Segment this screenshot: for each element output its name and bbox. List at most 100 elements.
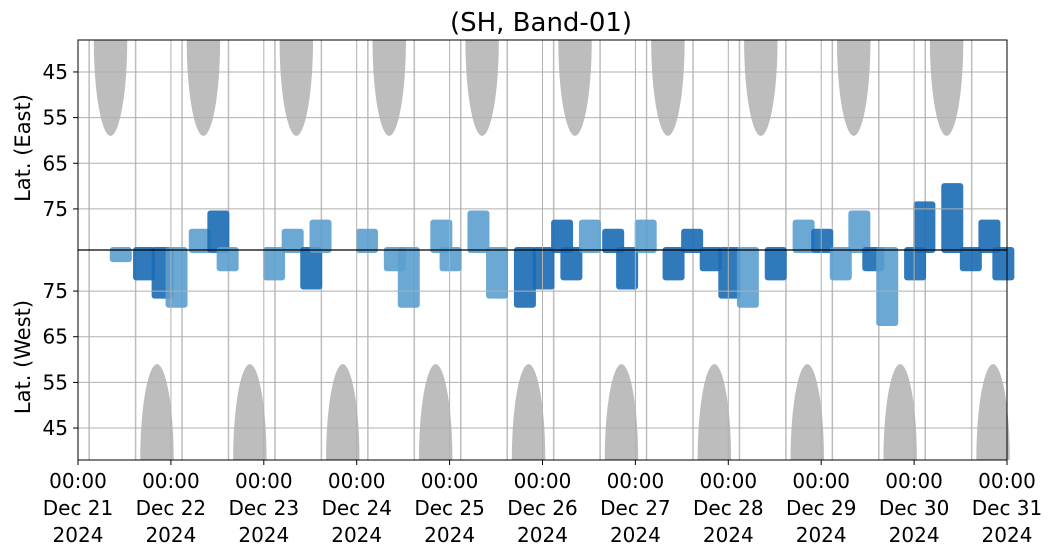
detection-cell — [513, 247, 536, 308]
y-tick-label-west: 45 — [43, 416, 68, 440]
x-tick-date: Dec 23 — [229, 496, 300, 520]
x-tick-time: 00:00 — [49, 469, 107, 493]
x-tick-date: Dec 31 — [972, 496, 1043, 520]
detection-cell — [829, 247, 852, 281]
mask-west-3 — [418, 364, 453, 460]
x-axis: 00:00 Dec 21 2024 00:00 Dec 22 2024 00:00 Dec 2… — [43, 460, 1043, 547]
x-tick-time: 00:00 — [699, 469, 757, 493]
mask-west-5 — [604, 364, 639, 460]
detection-cell — [978, 219, 1001, 253]
x-tick-year: 2024 — [610, 523, 661, 547]
mask-west-1 — [233, 364, 267, 460]
x-tick-time: 00:00 — [142, 469, 200, 493]
x-tick-date: Dec 28 — [693, 496, 764, 520]
x-tick-time: 00:00 — [978, 469, 1036, 493]
detection-cell — [913, 201, 936, 253]
detection-cell — [634, 219, 657, 253]
detection-cell — [662, 247, 685, 281]
detection-cell — [216, 247, 239, 272]
x-tick-year: 2024 — [703, 523, 754, 547]
x-tick-year: 2024 — [982, 523, 1033, 547]
mask-east-9 — [929, 40, 964, 136]
x-tick-time: 00:00 — [607, 469, 665, 493]
detection-cell — [602, 228, 625, 253]
mask-west-4 — [511, 364, 546, 460]
detection-cell — [811, 228, 834, 253]
x-tick-date: Dec 21 — [43, 496, 114, 520]
detection-cell — [430, 219, 453, 253]
y-tick-label-east: 45 — [43, 60, 68, 84]
detection-cell — [207, 210, 230, 253]
x-tick-year: 2024 — [517, 523, 568, 547]
x-tick-year: 2024 — [238, 523, 289, 547]
y-tick-label-east: 65 — [43, 151, 68, 175]
y-axis: 45 55 65 75 75 65 55 45 — [43, 60, 78, 440]
mask-west-7 — [790, 364, 824, 460]
mask-west-0 — [140, 364, 174, 460]
x-tick-date: Dec 22 — [136, 496, 207, 520]
x-tick-date: Dec 29 — [786, 496, 857, 520]
x-tick-time: 00:00 — [235, 469, 293, 493]
detection-cell — [188, 228, 211, 253]
y-tick-label-west: 75 — [43, 279, 68, 303]
mask-east-7 — [744, 40, 778, 136]
x-tick-time: 00:00 — [514, 469, 572, 493]
mask-east-3 — [372, 40, 406, 136]
detection-cell — [681, 228, 704, 253]
x-tick-date: Dec 25 — [414, 496, 485, 520]
x-tick-date: Dec 26 — [507, 496, 578, 520]
detection-cell — [578, 219, 601, 253]
mask-west-2 — [326, 364, 360, 460]
plot-area — [77, 39, 1015, 461]
x-tick-time: 00:00 — [885, 469, 943, 493]
mask-east-6 — [651, 40, 685, 136]
detection-cell — [309, 219, 332, 253]
detection-cell — [551, 219, 574, 253]
mask-east-0 — [93, 40, 128, 136]
mask-west-6 — [697, 364, 732, 460]
detection-cell — [616, 247, 639, 290]
detection-cell — [263, 247, 286, 281]
detection-cell — [876, 247, 899, 327]
detection-cell — [736, 247, 759, 308]
y-label-east: Lat. (East) — [11, 94, 35, 202]
x-tick-date: Dec 30 — [879, 496, 950, 520]
detection-cell — [133, 247, 156, 281]
x-tick-year: 2024 — [53, 523, 104, 547]
detection-cell — [699, 247, 722, 272]
x-tick-year: 2024 — [331, 523, 382, 547]
detection-cell — [467, 210, 490, 253]
y-tick-label-west: 65 — [43, 325, 68, 349]
detection-cell — [848, 210, 871, 253]
x-tick-year: 2024 — [145, 523, 196, 547]
y-tick-label-west: 55 — [43, 370, 68, 394]
detection-cell — [904, 247, 927, 281]
mask-east-5 — [558, 40, 592, 136]
x-tick-year: 2024 — [796, 523, 847, 547]
x-tick-date: Dec 24 — [321, 496, 392, 520]
detection-cell — [300, 247, 323, 290]
chart-title: (SH, Band-01) — [450, 8, 632, 38]
detection-cell — [941, 183, 964, 253]
x-tick-time: 00:00 — [328, 469, 386, 493]
detection-cell — [355, 228, 378, 253]
detection-cell — [560, 247, 583, 281]
mask-west-9 — [976, 364, 1010, 460]
y-tick-label-east: 75 — [43, 197, 68, 221]
x-tick-date: Dec 27 — [600, 496, 671, 520]
detection-cell — [764, 247, 787, 281]
mask-east-4 — [465, 40, 499, 136]
detection-cell — [439, 247, 462, 272]
mask-east-2 — [279, 40, 314, 136]
x-tick-year: 2024 — [889, 523, 940, 547]
y-tick-label-east: 55 — [43, 106, 68, 130]
mask-east-1 — [186, 40, 221, 136]
detection-layer — [109, 183, 1015, 327]
mask-east-8 — [836, 40, 871, 136]
detection-cell — [959, 247, 982, 272]
x-tick-time: 00:00 — [421, 469, 479, 493]
detection-cell — [109, 247, 132, 263]
grid-layer — [77, 40, 1008, 460]
detection-cell — [718, 247, 741, 299]
